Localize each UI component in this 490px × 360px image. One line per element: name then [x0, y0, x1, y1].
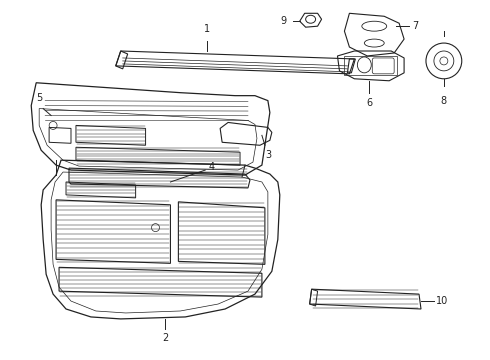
- Text: 9: 9: [281, 16, 287, 26]
- Text: 3: 3: [265, 150, 271, 160]
- Text: 8: 8: [441, 96, 447, 105]
- Text: 6: 6: [366, 98, 372, 108]
- Text: 1: 1: [204, 24, 210, 34]
- Text: 10: 10: [436, 296, 448, 306]
- Text: 2: 2: [162, 333, 169, 343]
- Text: 5: 5: [36, 93, 42, 103]
- Text: 4: 4: [208, 162, 214, 172]
- Text: 7: 7: [412, 21, 418, 31]
